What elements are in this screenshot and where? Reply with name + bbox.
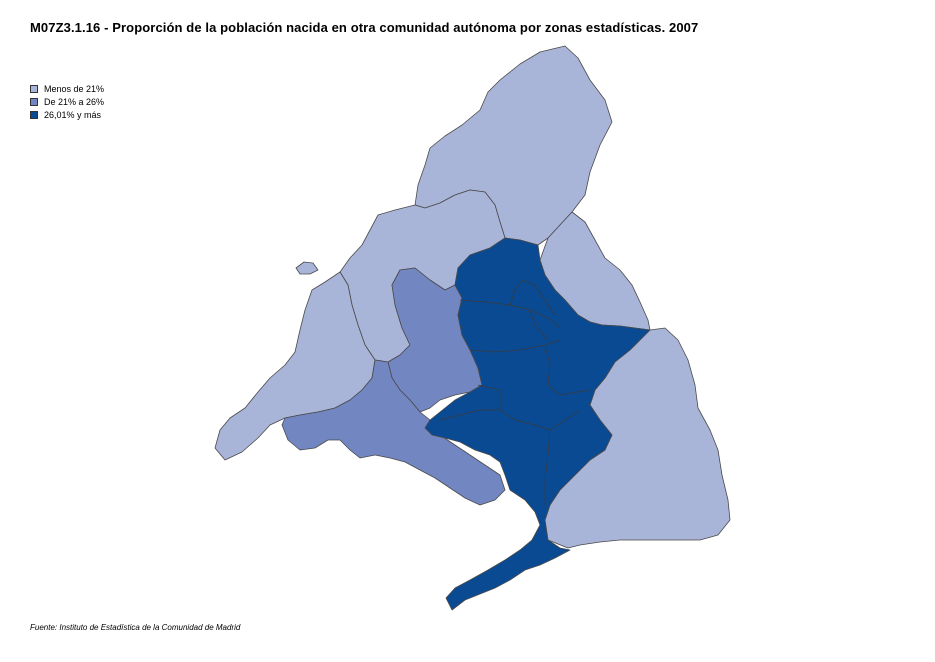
source-note: Fuente: Instituto de Estadística de la C… xyxy=(30,623,241,632)
legend: Menos de 21% De 21% a 26% 26,01% y más xyxy=(30,82,104,121)
legend-label-high: 26,01% y más xyxy=(44,109,102,120)
legend-label-mid: De 21% a 26% xyxy=(44,96,105,107)
legend-item-low: Menos de 21% xyxy=(30,82,104,95)
zone-boundaries xyxy=(439,279,591,505)
legend-swatch-mid xyxy=(30,97,38,106)
legend-label-low: Menos de 21% xyxy=(44,83,105,94)
legend-item-high: 26,01% y más xyxy=(30,108,104,121)
legend-item-mid: De 21% a 26% xyxy=(30,95,104,108)
zone-metropolitana xyxy=(424,237,651,611)
zone-enclave xyxy=(295,261,319,275)
legend-swatch-high xyxy=(30,110,38,119)
zone-sierra-oeste xyxy=(214,271,376,461)
legend-swatch-low xyxy=(30,84,38,93)
map-title: M07Z3.1.16 - Proporción de la población … xyxy=(30,20,699,35)
